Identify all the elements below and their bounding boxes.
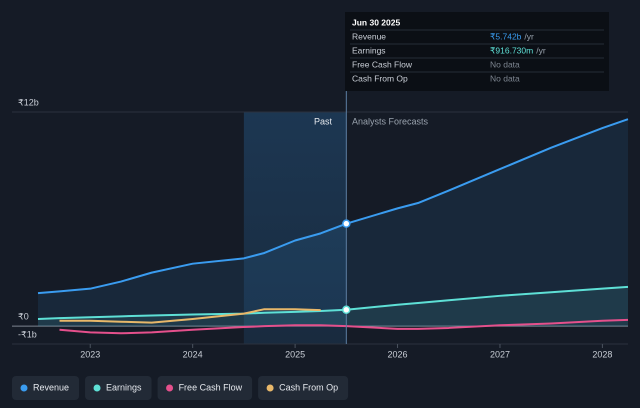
legend-item[interactable]: Revenue xyxy=(12,376,80,400)
legend-button xyxy=(157,376,253,400)
tooltip-label: Earnings xyxy=(352,45,386,55)
tooltip: Jun 30 2025 Revenue ₹5.742b/yr Earnings ₹916… xyxy=(345,12,609,91)
legend-label: Earnings xyxy=(106,382,142,392)
series-line xyxy=(59,308,321,324)
x-tick-label: 2026 xyxy=(388,349,408,359)
tooltip-label: Revenue xyxy=(352,31,386,41)
legend-item[interactable]: Earnings xyxy=(85,376,152,400)
legend-item[interactable]: Cash From Op xyxy=(258,376,349,400)
x-tick-label: 2028 xyxy=(592,349,612,359)
series-area xyxy=(38,119,628,327)
legend-swatch xyxy=(166,384,174,392)
legend-button xyxy=(258,376,349,400)
tooltip-value: ₹916.730m xyxy=(490,45,533,55)
tooltip-unit: /yr xyxy=(524,31,534,41)
y-tick-label: ₹12b xyxy=(18,97,39,107)
forecast-label: Analysts Forecasts xyxy=(352,116,429,126)
x-tick-label: 2025 xyxy=(285,349,305,359)
tooltip-value: No data xyxy=(490,73,520,83)
legend-label: Free Cash Flow xyxy=(179,382,243,392)
point-marker xyxy=(342,219,351,228)
series-line xyxy=(37,285,629,321)
x-tick-label: 2023 xyxy=(80,349,100,359)
legend-swatch xyxy=(266,384,274,392)
tooltip-box xyxy=(345,12,609,91)
tooltip-value: No data xyxy=(490,59,520,69)
legend-swatch xyxy=(93,384,101,392)
past-label: Past xyxy=(314,116,333,126)
legend-swatch xyxy=(20,384,28,392)
tooltip-unit: /yr xyxy=(536,45,546,55)
past-highlight xyxy=(243,112,347,344)
y-tick-label: -₹1b xyxy=(18,329,37,339)
series-line xyxy=(59,318,629,335)
tooltip-value: ₹5.742b xyxy=(490,31,522,41)
series-line xyxy=(37,118,629,295)
tooltip-label: Cash From Op xyxy=(352,73,408,83)
x-tick-label: 2027 xyxy=(490,349,510,359)
legend-label: Revenue xyxy=(33,382,69,392)
legend-label: Cash From Op xyxy=(279,382,338,392)
legend-item[interactable]: Free Cash Flow xyxy=(157,376,253,400)
legend-button xyxy=(12,376,80,400)
legend-button xyxy=(85,376,152,400)
y-tick-label: ₹0 xyxy=(18,312,29,322)
x-tick-label: 2024 xyxy=(183,349,203,359)
tooltip-date: Jun 30 2025 xyxy=(352,17,400,27)
point-marker xyxy=(342,305,351,315)
tooltip-label: Free Cash Flow xyxy=(352,59,413,69)
series-area xyxy=(38,286,628,327)
plot: -₹1b ₹0 ₹12b 2023 2024 2025 2026 2027 2028 xyxy=(12,12,629,359)
